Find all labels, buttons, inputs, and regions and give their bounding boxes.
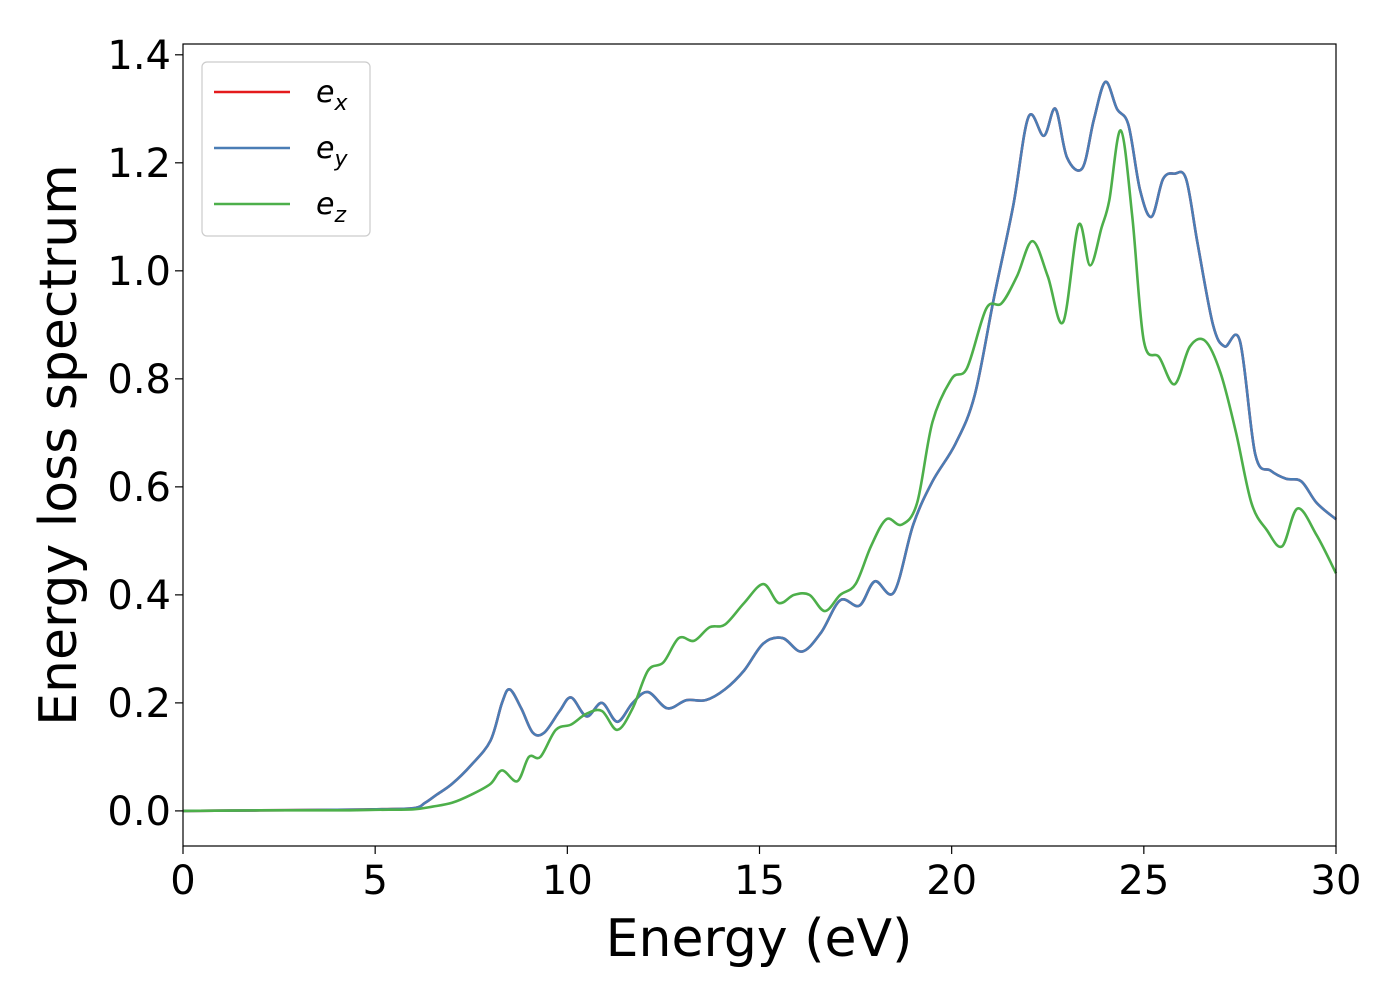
series-layer: [182, 80, 1338, 813]
y-tick-label: 0.8: [107, 357, 171, 403]
y-tick-label: 0.4: [107, 573, 171, 619]
series-line-ez: [182, 129, 1338, 813]
x-axis-label: Energy (eV): [606, 909, 913, 969]
x-tick-label: 30: [1311, 858, 1362, 904]
y-tick-label: 1.0: [107, 249, 171, 295]
x-tick-label: 0: [170, 858, 195, 904]
y-tick-label: 1.2: [107, 141, 171, 187]
series-line-ey: [182, 80, 1337, 813]
legend-label-ey: ey: [316, 131, 348, 172]
y-tick-label: 0.2: [107, 681, 171, 727]
x-tick-label: 10: [542, 858, 593, 904]
y-tick-label: 0.6: [107, 465, 171, 511]
x-tick-label: 20: [926, 858, 977, 904]
x-tick-label: 15: [734, 858, 785, 904]
y-axis-ticks: 0.0 0.2 0.4 0.6 0.8 1.0 1.2 1.4: [107, 33, 183, 835]
y-tick-label: 1.4: [107, 33, 171, 79]
x-axis-ticks: 0 5 10 15 20 25 30: [170, 846, 1361, 904]
x-tick-label: 25: [1118, 858, 1169, 904]
y-tick-label: 0.0: [107, 789, 171, 835]
y-axis-label: Energy loss spectrum: [29, 164, 89, 726]
plot-background: [183, 44, 1336, 846]
x-tick-label: 5: [362, 858, 387, 904]
